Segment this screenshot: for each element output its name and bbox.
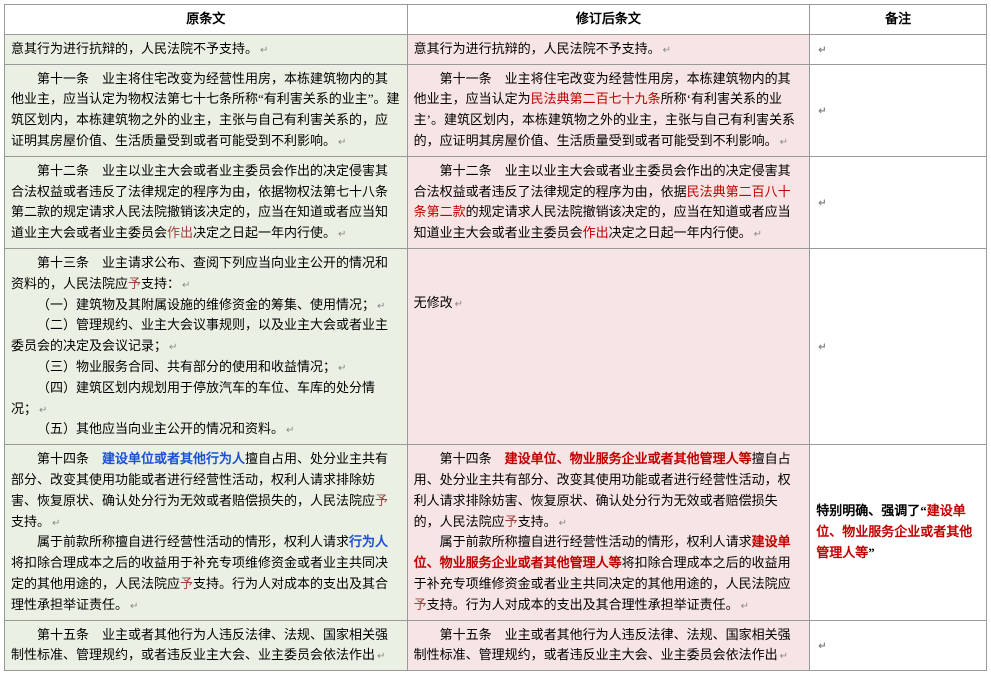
- cell-note: ↵: [810, 34, 987, 64]
- col-header-revised: 修订后条文: [407, 5, 810, 35]
- text-line: 第十二条 业主以业主大会或者业主委员会作出的决定侵害其合法权益或者违反了法律规定…: [414, 161, 804, 244]
- cell-original: 第十三条 业主请求公布、查阅下列应当向业主公开的情况和资料的，人民法院应予支持：…: [5, 248, 408, 444]
- text-fragment: 第十四条: [37, 451, 102, 466]
- cell-original: 第十一条 业主将住宅改变为经营性用房，本栋建筑物内的其他业主，应当认定为物权法第…: [5, 64, 408, 156]
- cell-revised: 第十一条 业主将住宅改变为经营性用房，本栋建筑物内的其他业主，应当认定为民法典第…: [407, 64, 810, 156]
- highlight-text: 予: [375, 493, 388, 508]
- cell-revised: 第十四条 建设单位、物业服务企业或者其他管理人等擅自占用、处分业主共有部分、改变…: [407, 445, 810, 620]
- paragraph-mark: ↵: [818, 106, 826, 117]
- table-body: 意其行为进行抗辩的，人民法院不予支持。↵ 意其行为进行抗辩的，人民法院不予支持。↵…: [5, 34, 987, 670]
- text-line: 第十三条 业主请求公布、查阅下列应当向业主公开的情况和资料的，人民法院应予支持：…: [11, 253, 401, 295]
- cell-note: ↵: [810, 248, 987, 444]
- table-row: 意其行为进行抗辩的，人民法院不予支持。↵ 意其行为进行抗辩的，人民法院不予支持。↵…: [5, 34, 987, 64]
- table-row: 第十一条 业主将住宅改变为经营性用房，本栋建筑物内的其他业主，应当认定为物权法第…: [5, 64, 987, 156]
- highlight-text: 作出: [583, 225, 609, 240]
- text-fragment: 支持。行为人对成本的支出及其合理性承担举证责任。: [427, 597, 739, 612]
- text-line: 第十五条 业主或者其他行为人违反法律、法规、国家相关强制性标准、管理规约，或者违…: [414, 625, 804, 667]
- highlight-text: 行为人: [349, 534, 388, 549]
- text-line: （四）建筑区划内规划用于停放汽车的车位、车库的处分情况；↵: [11, 378, 401, 420]
- text-line: 第十一条 业主将住宅改变为经营性用房，本栋建筑物内的其他业主，应当认定为民法典第…: [414, 69, 804, 152]
- text-line: （二）管理规约、业主大会议事规则，以及业主大会或者业主委员会的决定及会议记录；↵: [11, 315, 401, 357]
- text-fragment: 支持。: [518, 514, 557, 529]
- text-line: 第十二条 业主以业主大会或者业主委员会作出的决定侵害其合法权益或者违反了法律规定…: [11, 161, 401, 244]
- text-fragment: 特别明确、强调了“: [816, 503, 927, 518]
- text-fragment: 支持。: [11, 514, 50, 529]
- text-fragment: ”: [868, 545, 875, 560]
- text-fragment: 决定之日起一年内行使。: [609, 225, 752, 240]
- table-row: 第十五条 业主或者其他行为人违反法律、法规、国家相关强制性标准、管理规约，或者违…: [5, 620, 987, 671]
- highlight-text: 予: [180, 576, 193, 591]
- cell-note: ↵: [810, 64, 987, 156]
- highlight-text: 民法典第二百七十九条: [531, 91, 661, 106]
- comparison-table: 原条文 修订后条文 备注 意其行为进行抗辩的，人民法院不予支持。↵意其行为进行抗…: [4, 4, 987, 671]
- text-line: 属于前款所称擅自进行经营性活动的情形，权利人请求建设单位、物业服务企业或者其他管…: [414, 532, 804, 615]
- cell-original: 第十二条 业主以业主大会或者业主委员会作出的决定侵害其合法权益或者违反了法律规定…: [5, 156, 408, 248]
- text-line: （三）物业服务合同、共有部分的使用和收益情况；↵: [11, 357, 401, 378]
- text-fragment: 属于前款所称擅自进行经营性活动的情形，权利人请求: [440, 534, 752, 549]
- text-line: 第十四条 建设单位、物业服务企业或者其他管理人等擅自占用、处分业主共有部分、改变…: [414, 449, 804, 532]
- cell-revised: 无修改↵: [407, 248, 810, 444]
- text-no-change: 无修改↵: [414, 253, 804, 354]
- highlight-text: 建设单位、物业服务企业或者其他管理人等: [505, 451, 752, 466]
- highlight-text: 予: [128, 276, 141, 291]
- cell-note: 特别明确、强调了“建设单位、物业服务企业或者其他管理人等”: [810, 445, 987, 620]
- cell-original: 第十四条 建设单位或者其他行为人擅自占用、处分业主共有部分、改变其使用功能或者进…: [5, 445, 408, 620]
- cell-note: ↵: [810, 620, 987, 671]
- text-fragment: 第十三条 业主请求公布、查阅下列应当向业主公开的情况和资料的，人民法院应: [11, 255, 388, 291]
- cell-revised: 第十二条 业主以业主大会或者业主委员会作出的决定侵害其合法权益或者违反了法律规定…: [407, 156, 810, 248]
- table-row: 第十三条 业主请求公布、查阅下列应当向业主公开的情况和资料的，人民法院应予支持：…: [5, 248, 987, 444]
- paragraph-mark: ↵: [818, 198, 826, 209]
- cell-original: 意其行为进行抗辩的，人民法院不予支持。↵: [5, 34, 408, 64]
- table-header-row: 原条文 修订后条文 备注: [5, 5, 987, 35]
- text-line: 第十四条 建设单位或者其他行为人擅自占用、处分业主共有部分、改变其使用功能或者进…: [11, 449, 401, 532]
- cell-revised: 第十五条 业主或者其他行为人违反法律、法规、国家相关强制性标准、管理规约，或者违…: [407, 620, 810, 671]
- table-row: 第十二条 业主以业主大会或者业主委员会作出的决定侵害其合法权益或者违反了法律规定…: [5, 156, 987, 248]
- text-line: （一）建筑物及其附属设施的维修资金的筹集、使用情况；↵: [11, 295, 401, 316]
- cell-revised: 意其行为进行抗辩的，人民法院不予支持。↵: [407, 34, 810, 64]
- text-line: 属于前款所称擅自进行经营性活动的情形，权利人请求行为人将扣除合理成本之后的收益用…: [11, 532, 401, 615]
- highlight-text: 建设单位或者其他行为人: [102, 451, 245, 466]
- cell-original: 第十五条 业主或者其他行为人违反法律、法规、国家相关强制性标准、管理规约，或者违…: [5, 620, 408, 671]
- text-fragment: 第十四条: [440, 451, 505, 466]
- highlight-text: 予: [505, 514, 518, 529]
- paragraph-mark: ↵: [818, 342, 826, 353]
- table-row: 第十四条 建设单位或者其他行为人擅自占用、处分业主共有部分、改变其使用功能或者进…: [5, 445, 987, 620]
- text-line: 第十一条 业主将住宅改变为经营性用房，本栋建筑物内的其他业主，应当认定为物权法第…: [11, 69, 401, 152]
- text-line: 第十五条 业主或者其他行为人违反法律、法规、国家相关强制性标准、管理规约，或者违…: [11, 625, 401, 667]
- highlight-text: 予: [414, 597, 427, 612]
- col-header-notes: 备注: [810, 5, 987, 35]
- text-fragment: 支持：: [141, 276, 180, 291]
- paragraph-mark: ↵: [818, 45, 826, 56]
- col-header-original: 原条文: [5, 5, 408, 35]
- cell-note: ↵: [810, 156, 987, 248]
- text-line: 意其行为进行抗辩的，人民法院不予支持。↵: [11, 39, 401, 60]
- text-line: 意其行为进行抗辩的，人民法院不予支持。↵: [414, 39, 804, 60]
- text-line: （五）其他应当向业主公开的情况和资料。↵: [11, 419, 401, 440]
- text-fragment: 决定之日起一年内行使。: [193, 225, 336, 240]
- text-fragment: 属于前款所称擅自进行经营性活动的情形，权利人请求: [37, 534, 349, 549]
- highlight-text: 作出: [167, 225, 193, 240]
